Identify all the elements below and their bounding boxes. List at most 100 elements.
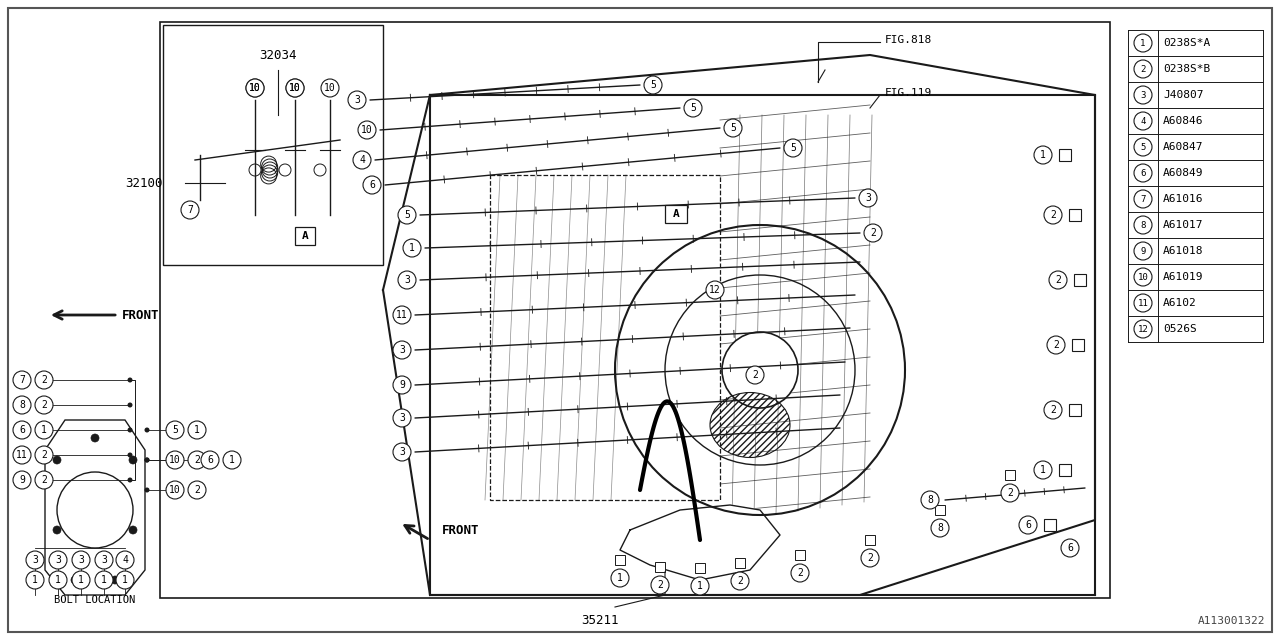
Polygon shape xyxy=(430,55,1094,595)
Circle shape xyxy=(1134,268,1152,286)
Text: 2: 2 xyxy=(1050,405,1056,415)
Text: 6: 6 xyxy=(1140,168,1146,177)
Circle shape xyxy=(145,428,150,433)
Circle shape xyxy=(35,396,52,414)
Text: 2: 2 xyxy=(1053,340,1059,350)
Text: 3: 3 xyxy=(32,555,38,565)
Circle shape xyxy=(398,206,416,224)
Circle shape xyxy=(13,446,31,464)
Circle shape xyxy=(1134,34,1152,52)
Circle shape xyxy=(116,551,134,569)
Circle shape xyxy=(129,456,137,464)
Circle shape xyxy=(1134,60,1152,78)
Text: 1: 1 xyxy=(101,575,108,585)
Circle shape xyxy=(128,378,133,383)
Bar xyxy=(294,227,315,245)
Circle shape xyxy=(393,443,411,461)
Bar xyxy=(160,22,1110,598)
Circle shape xyxy=(180,201,198,219)
Circle shape xyxy=(861,549,879,567)
Circle shape xyxy=(128,452,133,458)
Bar xyxy=(1069,209,1082,221)
Text: 3: 3 xyxy=(1140,90,1146,99)
Circle shape xyxy=(49,571,67,589)
Bar xyxy=(1069,404,1082,416)
Circle shape xyxy=(246,79,264,97)
Circle shape xyxy=(166,451,184,469)
Bar xyxy=(1005,470,1015,480)
Circle shape xyxy=(652,576,669,594)
Text: A61017: A61017 xyxy=(1164,220,1203,230)
Text: 5: 5 xyxy=(650,80,655,90)
Text: 2: 2 xyxy=(753,370,758,380)
Text: 1: 1 xyxy=(55,575,61,585)
Text: 8: 8 xyxy=(937,523,943,533)
Circle shape xyxy=(353,151,371,169)
Circle shape xyxy=(724,119,742,137)
Text: 2: 2 xyxy=(41,475,47,485)
Text: FIG.119: FIG.119 xyxy=(884,88,932,98)
Circle shape xyxy=(1061,539,1079,557)
Circle shape xyxy=(1134,86,1152,104)
Text: A60847: A60847 xyxy=(1164,142,1203,152)
Circle shape xyxy=(72,551,90,569)
Circle shape xyxy=(166,481,184,499)
Text: 8: 8 xyxy=(19,400,24,410)
Text: 8: 8 xyxy=(927,495,933,505)
Circle shape xyxy=(684,99,701,117)
Text: 2: 2 xyxy=(867,553,873,563)
Text: 8: 8 xyxy=(1140,221,1146,230)
Circle shape xyxy=(188,481,206,499)
Circle shape xyxy=(49,551,67,569)
Circle shape xyxy=(72,571,90,589)
Circle shape xyxy=(1019,516,1037,534)
Circle shape xyxy=(398,271,416,289)
Circle shape xyxy=(246,79,264,97)
Text: 10: 10 xyxy=(169,485,180,495)
Circle shape xyxy=(864,224,882,242)
Text: A6102: A6102 xyxy=(1164,298,1197,308)
Bar xyxy=(1044,519,1056,531)
Text: 3: 3 xyxy=(101,555,108,565)
Text: 1: 1 xyxy=(1041,465,1046,475)
Circle shape xyxy=(1044,401,1062,419)
Circle shape xyxy=(1047,336,1065,354)
Circle shape xyxy=(95,571,113,589)
Text: 2: 2 xyxy=(41,375,47,385)
Text: 2: 2 xyxy=(1050,210,1056,220)
Text: 4: 4 xyxy=(360,155,365,165)
Circle shape xyxy=(746,366,764,384)
Circle shape xyxy=(145,488,150,493)
Text: 10: 10 xyxy=(361,125,372,135)
Text: 6: 6 xyxy=(207,455,212,465)
Circle shape xyxy=(403,239,421,257)
Text: 12: 12 xyxy=(709,285,721,295)
Bar xyxy=(1074,274,1085,286)
Circle shape xyxy=(1001,484,1019,502)
Bar xyxy=(614,555,625,565)
Text: 3: 3 xyxy=(78,555,84,565)
Circle shape xyxy=(26,551,44,569)
Circle shape xyxy=(1134,294,1152,312)
Circle shape xyxy=(922,491,940,509)
Circle shape xyxy=(1134,216,1152,234)
Circle shape xyxy=(644,76,662,94)
Text: A60846: A60846 xyxy=(1164,116,1203,126)
Text: 4: 4 xyxy=(1140,116,1146,125)
Text: 1: 1 xyxy=(1041,150,1046,160)
Circle shape xyxy=(1134,164,1152,182)
Circle shape xyxy=(1134,320,1152,338)
Text: 7: 7 xyxy=(1140,195,1146,204)
Text: 10: 10 xyxy=(289,83,301,93)
Text: 1: 1 xyxy=(1140,38,1146,47)
Text: 5: 5 xyxy=(790,143,796,153)
Text: 6: 6 xyxy=(369,180,375,190)
Circle shape xyxy=(128,477,133,483)
Text: A60849: A60849 xyxy=(1164,168,1203,178)
Text: BOLT LOCATION: BOLT LOCATION xyxy=(54,595,136,605)
Circle shape xyxy=(1134,190,1152,208)
Text: 1: 1 xyxy=(410,243,415,253)
Circle shape xyxy=(393,341,411,359)
Circle shape xyxy=(1050,271,1068,289)
Circle shape xyxy=(13,421,31,439)
